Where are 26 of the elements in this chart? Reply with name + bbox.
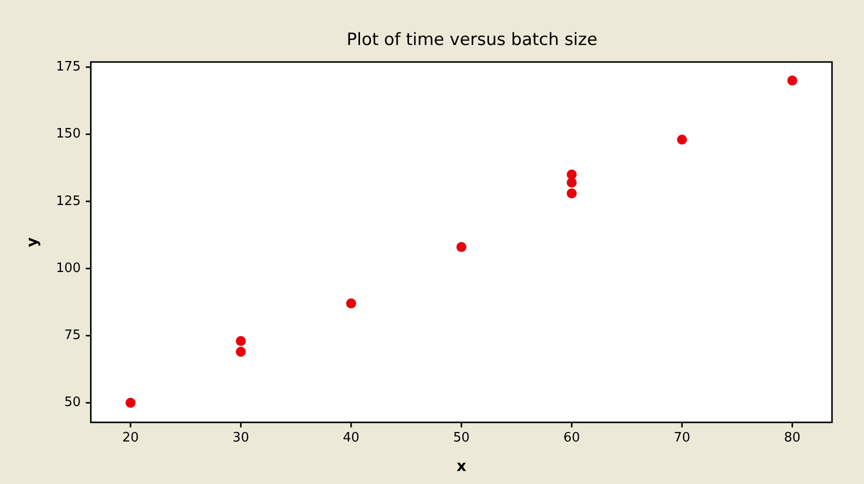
x-axis-title: x	[456, 456, 467, 475]
x-tick-label: 50	[453, 430, 470, 446]
point	[236, 336, 246, 346]
point	[566, 170, 577, 180]
chart-title: Plot of time versus batch size	[346, 30, 598, 50]
y-tick-label: 100	[56, 260, 81, 276]
y-tick-label: 75	[64, 328, 81, 344]
y-tick-label: 125	[56, 194, 81, 209]
point	[236, 346, 246, 357]
y-tick-label: 150	[56, 126, 81, 142]
point	[126, 398, 136, 408]
point	[456, 242, 466, 252]
x-tick-label: 70	[674, 430, 690, 446]
point	[566, 178, 577, 188]
point	[787, 76, 798, 86]
x-tick-label: 80	[784, 430, 801, 446]
y-tick-label: 50	[64, 395, 81, 410]
x-tick-label: 30	[232, 430, 250, 446]
point	[566, 188, 577, 198]
x-tick-label: 60	[563, 430, 580, 446]
point	[677, 134, 687, 145]
point	[346, 298, 356, 308]
y-tick-label: 175	[56, 59, 81, 74]
y-axis-title: y	[22, 237, 41, 248]
x-tick-label: 40	[342, 430, 360, 446]
x-tick-label: 20	[122, 430, 139, 446]
